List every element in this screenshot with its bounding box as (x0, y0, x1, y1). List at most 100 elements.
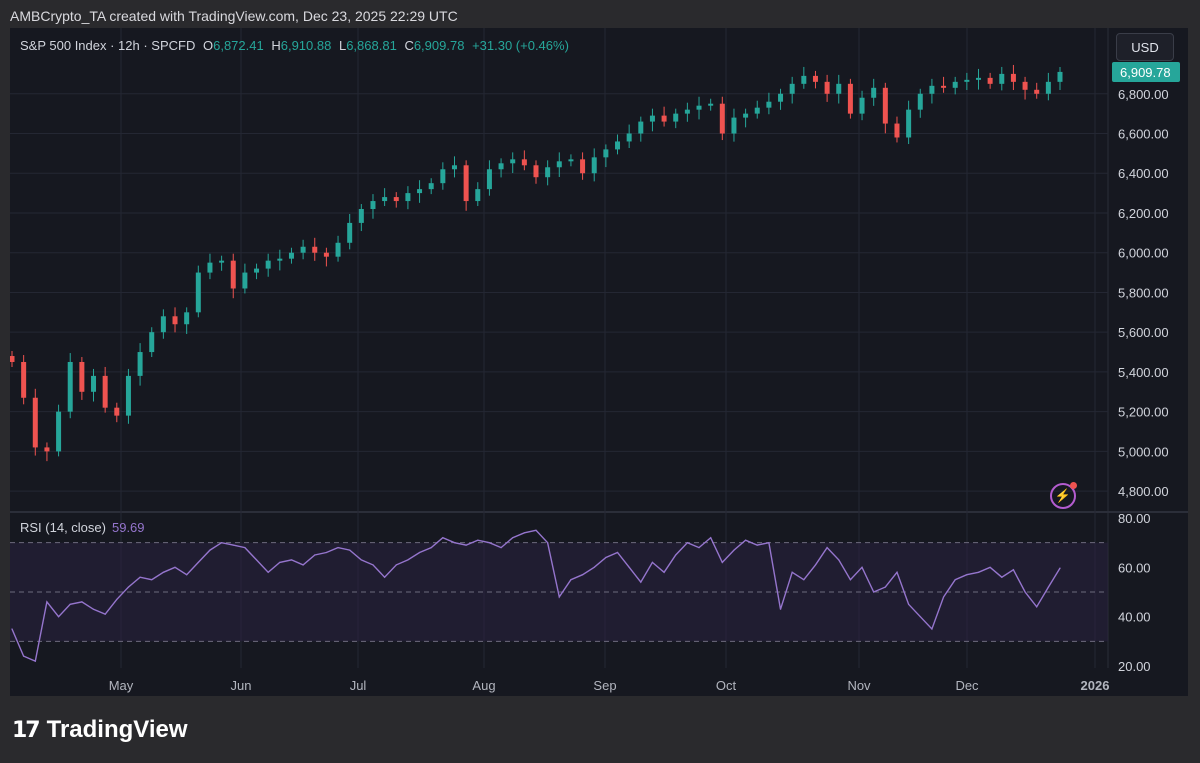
price-tick-label: 6,200.00 (1118, 206, 1169, 221)
candle-body (160, 316, 166, 333)
rsi-point (873, 591, 875, 593)
rsi-point (116, 598, 118, 601)
candle-body (32, 397, 38, 448)
candle-body (288, 252, 294, 259)
price-tick-label: 5,200.00 (1118, 405, 1169, 420)
rsi-point (675, 554, 677, 556)
chart-canvas[interactable]: May Jun Jul Aug Sep Oct Nov Dec 2026 6,800.00 6,60… (10, 28, 1188, 696)
rsi-point (593, 566, 595, 568)
candle-body (300, 246, 306, 253)
candle-body (440, 169, 446, 184)
candle-body (917, 93, 923, 110)
rsi-point (325, 551, 327, 554)
rsi-point (34, 660, 36, 662)
candle-body (906, 109, 912, 138)
rsi-point (1036, 606, 1038, 608)
candle-body (894, 123, 900, 138)
rsi-point (395, 564, 397, 566)
rsi-point (954, 579, 956, 581)
rsi-point (908, 603, 910, 605)
rsi-point (931, 628, 933, 630)
candle-body (114, 407, 120, 416)
rsi-point (92, 608, 95, 610)
candle-body (987, 77, 993, 84)
rsi-point (186, 574, 188, 576)
candle-body (21, 361, 27, 398)
rsi-point (151, 579, 153, 581)
lightning-bolt-icon[interactable]: ⚡ (1050, 482, 1077, 509)
candle-body (1010, 73, 1016, 82)
rsi-point (23, 655, 25, 657)
candle-body (964, 79, 970, 82)
rsi-point (1012, 569, 1015, 571)
rsi-point (884, 586, 886, 588)
rsi-point (558, 596, 560, 598)
x-tick-label: May (109, 678, 134, 693)
rsi-point (279, 561, 281, 564)
candle-body (975, 77, 981, 80)
rsi-point (290, 559, 293, 561)
rsi-point (418, 551, 421, 554)
candle-body (941, 85, 947, 88)
rsi-point (349, 549, 351, 551)
brand-footer: 17 TradingView (12, 716, 188, 744)
candle-body (801, 75, 807, 84)
rsi-point (244, 547, 246, 549)
candle-body (952, 81, 958, 88)
last-price-tag (1112, 61, 1180, 82)
chart-panel[interactable]: May Jun Jul Aug Sep Oct Nov Dec 2026 6,800.00 6,60… (10, 28, 1188, 696)
candle-body (417, 189, 423, 194)
rsi-point (430, 547, 432, 549)
rsi-point (826, 547, 828, 549)
rsi-point (488, 542, 491, 544)
candle-body (323, 252, 329, 257)
candle-body (195, 272, 201, 313)
candle-body (591, 157, 597, 174)
rsi-point (745, 539, 747, 541)
rsi-point (605, 556, 607, 559)
candle-body (230, 260, 236, 289)
x-tick-label: Jul (350, 678, 367, 693)
rsi-point (535, 529, 537, 531)
candle-body (708, 103, 714, 106)
candle-body (475, 189, 481, 202)
candle-body (661, 115, 667, 122)
candle-body (684, 109, 690, 114)
candle-body (580, 159, 586, 174)
alert-dot (1070, 482, 1077, 489)
close-value: 6,909.78 (413, 38, 465, 53)
symbol-title: S&P 500 Index · 12h · SPCFD (20, 38, 196, 53)
rsi-point (616, 551, 619, 554)
rsi-point (698, 547, 700, 549)
x-tick-label: Oct (716, 678, 737, 693)
candle-body (79, 361, 85, 392)
last-price-value: 6,909.78 (1120, 65, 1171, 80)
candle-body (731, 117, 737, 134)
candle-body (882, 87, 888, 124)
currency-button[interactable]: USD (1116, 33, 1174, 61)
candle-body (370, 201, 376, 209)
candle-body (789, 83, 795, 94)
candle-body (603, 149, 609, 158)
candle-body (382, 197, 388, 202)
rsi-point (477, 539, 479, 541)
price-tick-label: 5,400.00 (1118, 365, 1169, 380)
tradingview-logo-icon: 17 (12, 717, 41, 743)
price-tick-label: 5,800.00 (1118, 285, 1169, 300)
candle-body (568, 159, 574, 162)
candle-body (859, 97, 865, 114)
change-value: +31.30 (+0.46%) (472, 38, 569, 53)
rsi-point (500, 547, 502, 549)
close-label: C (404, 38, 414, 53)
symbol-legend: S&P 500 Index · 12h · SPCFD O6,872.41 H6… (20, 38, 569, 53)
candle-body (999, 73, 1005, 84)
candle-body (778, 93, 784, 102)
candle-body (766, 101, 772, 108)
candle-body (67, 361, 73, 412)
x-tick-label: Aug (472, 678, 495, 693)
candle-body (125, 375, 131, 416)
candle-body (615, 141, 621, 150)
candle-body (649, 115, 655, 122)
rsi-point (465, 544, 467, 546)
candle-body (673, 113, 679, 122)
